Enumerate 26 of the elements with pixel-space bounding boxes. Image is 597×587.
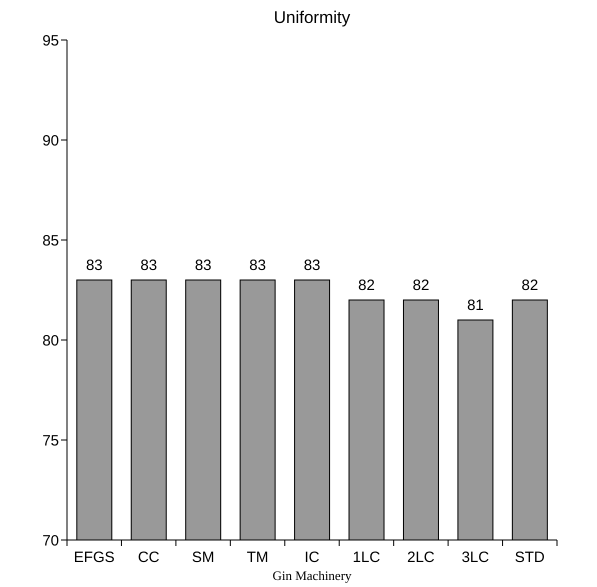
data-label: 83 (304, 257, 320, 274)
y-tick-label: 95 (42, 32, 59, 50)
y-tick-label: 85 (42, 232, 59, 250)
y-tick-label: 90 (42, 132, 59, 150)
data-label: 83 (249, 257, 266, 274)
x-tick-label: 2LC (407, 549, 435, 566)
x-axis-title: Gin Machinery (272, 568, 352, 583)
x-tick-label: TM (246, 549, 268, 566)
data-label: 82 (412, 277, 430, 294)
data-label: 81 (467, 297, 484, 314)
y-tick-label: 80 (42, 332, 59, 350)
data-label: 83 (86, 257, 103, 274)
data-label: 82 (522, 277, 538, 294)
data-label: 83 (140, 257, 158, 274)
data-label: 83 (194, 257, 212, 274)
chart-title: Uniformity (272, 8, 352, 28)
x-tick-label: EFGS (74, 549, 115, 566)
x-tick-label: CC (138, 549, 160, 566)
y-tick-label: 75 (42, 432, 59, 450)
x-tick-label: SM (192, 549, 214, 566)
data-label: 82 (358, 277, 375, 294)
y-tick-label: 70 (42, 532, 59, 550)
x-tick-label: 3LC (462, 549, 490, 566)
x-tick-label: 1LC (352, 549, 380, 566)
x-tick-label: IC (304, 549, 320, 566)
x-tick-label: STD (514, 549, 545, 566)
